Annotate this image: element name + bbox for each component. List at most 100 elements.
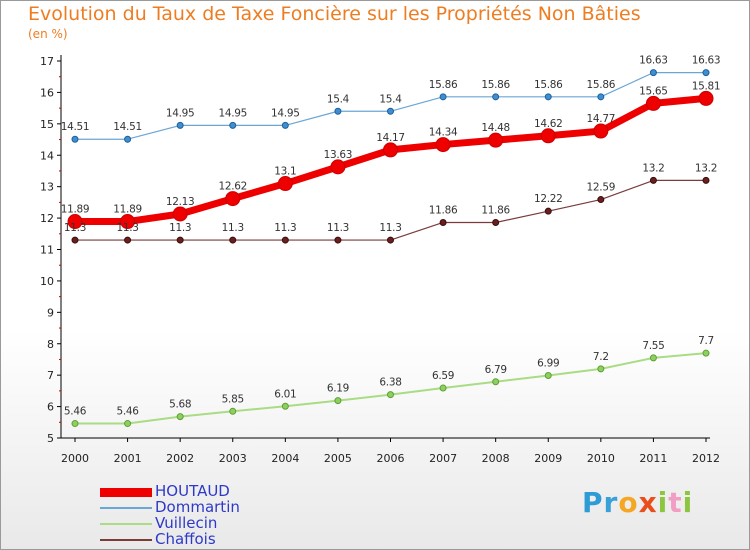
legend-swatch [100, 507, 152, 509]
y-tick-label: 13 [40, 181, 54, 194]
data-label-vuillecin: 5.68 [169, 399, 191, 411]
data-label-dommartin: 14.95 [166, 107, 195, 119]
data-label-dommartin: 14.95 [271, 107, 300, 119]
data-label-vuillecin: 7.55 [642, 340, 664, 352]
data-point-houtaud [645, 95, 661, 111]
data-label-dommartin: 15.86 [481, 79, 510, 91]
x-tick-label: 2011 [639, 452, 667, 465]
data-label-houtaud: 14.62 [534, 118, 563, 130]
x-tick-label: 2000 [61, 452, 89, 465]
data-point-dommartin [649, 69, 657, 77]
x-tick-label: 2006 [377, 452, 405, 465]
data-label-dommartin: 16.63 [692, 55, 721, 67]
data-label-vuillecin: 5.85 [222, 393, 244, 405]
data-point-chaffois [334, 236, 342, 244]
data-label-chaffois: 11.3 [64, 222, 86, 234]
data-label-vuillecin: 7.7 [698, 335, 714, 347]
data-point-dommartin [229, 121, 237, 129]
data-point-dommartin [176, 121, 184, 129]
data-point-chaffois [492, 218, 500, 226]
y-tick-label: 8 [47, 338, 54, 351]
data-point-houtaud [488, 132, 504, 148]
data-label-chaffois: 11.3 [379, 222, 401, 234]
logo-letter: i [657, 486, 669, 519]
data-label-houtaud: 14.77 [587, 113, 616, 125]
x-tick-label: 2002 [166, 452, 194, 465]
data-label-dommartin: 15.86 [429, 79, 458, 91]
data-label-chaffois: 13.2 [642, 162, 664, 174]
data-point-dommartin [439, 93, 447, 101]
data-label-vuillecin: 6.99 [537, 357, 559, 369]
logo-letter: t [668, 486, 683, 519]
data-point-chaffois [71, 236, 79, 244]
legend-label: Dommartin [155, 498, 240, 516]
data-label-chaffois: 11.3 [274, 222, 296, 234]
data-label-houtaud: 14.17 [376, 132, 405, 144]
data-label-vuillecin: 6.19 [327, 383, 349, 395]
data-label-vuillecin: 7.2 [593, 351, 609, 363]
data-point-chaffois [124, 236, 132, 244]
data-point-houtaud [172, 206, 188, 222]
x-tick-label: 2007 [429, 452, 457, 465]
data-point-houtaud [67, 214, 83, 230]
y-tick-label: 5 [47, 432, 54, 445]
data-point-houtaud [277, 176, 293, 192]
data-label-chaffois: 11.3 [222, 222, 244, 234]
data-point-vuillecin [544, 371, 552, 379]
data-label-dommartin: 14.51 [113, 121, 142, 133]
y-tick-label: 10 [40, 275, 54, 288]
proxiti-logo: Proxiti [582, 486, 693, 519]
data-label-chaffois: 11.86 [481, 204, 510, 216]
data-point-vuillecin [229, 407, 237, 415]
data-point-houtaud [593, 123, 609, 139]
x-tick-label: 2010 [587, 452, 615, 465]
y-tick-label: 7 [47, 369, 54, 382]
data-label-houtaud: 15.65 [639, 85, 668, 97]
data-point-vuillecin [176, 413, 184, 421]
legend-swatch [100, 487, 152, 497]
data-point-houtaud [435, 137, 451, 153]
data-label-vuillecin: 6.59 [432, 370, 454, 382]
data-point-dommartin [544, 93, 552, 101]
data-label-dommartin: 14.51 [61, 121, 90, 133]
logo-letter: x [638, 486, 658, 519]
data-point-chaffois [281, 236, 289, 244]
x-tick-label: 2008 [482, 452, 510, 465]
data-point-dommartin [71, 135, 79, 143]
legend-label: HOUTAUD [155, 482, 230, 500]
data-label-chaffois: 11.3 [327, 222, 349, 234]
data-point-chaffois [439, 218, 447, 226]
y-tick-label: 16 [40, 86, 54, 99]
data-point-chaffois [387, 236, 394, 244]
y-axis-unit-label: (en %) [28, 27, 68, 41]
data-label-vuillecin: 6.79 [485, 364, 507, 376]
data-label-dommartin: 16.63 [639, 55, 668, 67]
y-tick-label: 6 [47, 401, 54, 414]
data-point-dommartin [387, 107, 394, 115]
y-tick-label: 11 [40, 244, 54, 257]
data-label-dommartin: 15.86 [587, 79, 616, 91]
data-label-dommartin: 15.4 [379, 93, 402, 105]
data-point-chaffois [649, 176, 657, 184]
x-tick-label: 2009 [534, 452, 562, 465]
data-point-chaffois [597, 196, 605, 204]
data-label-houtaud: 14.34 [429, 127, 458, 139]
data-label-vuillecin: 5.46 [64, 406, 87, 418]
data-point-chaffois [176, 236, 184, 244]
data-label-chaffois: 11.3 [169, 222, 191, 234]
data-point-houtaud [698, 90, 714, 106]
logo-letter: r [603, 486, 619, 519]
data-label-vuillecin: 5.46 [116, 406, 139, 418]
data-point-houtaud [120, 214, 136, 230]
y-tick-label: 12 [40, 212, 54, 225]
y-tick-label: 9 [47, 306, 54, 319]
data-label-vuillecin: 6.01 [274, 388, 296, 400]
data-point-vuillecin [334, 397, 342, 405]
data-point-houtaud [540, 128, 556, 144]
legend-label: Vuillecin [155, 514, 218, 532]
data-point-dommartin [702, 69, 710, 77]
data-label-vuillecin: 6.38 [379, 377, 401, 389]
data-point-houtaud [225, 191, 241, 207]
